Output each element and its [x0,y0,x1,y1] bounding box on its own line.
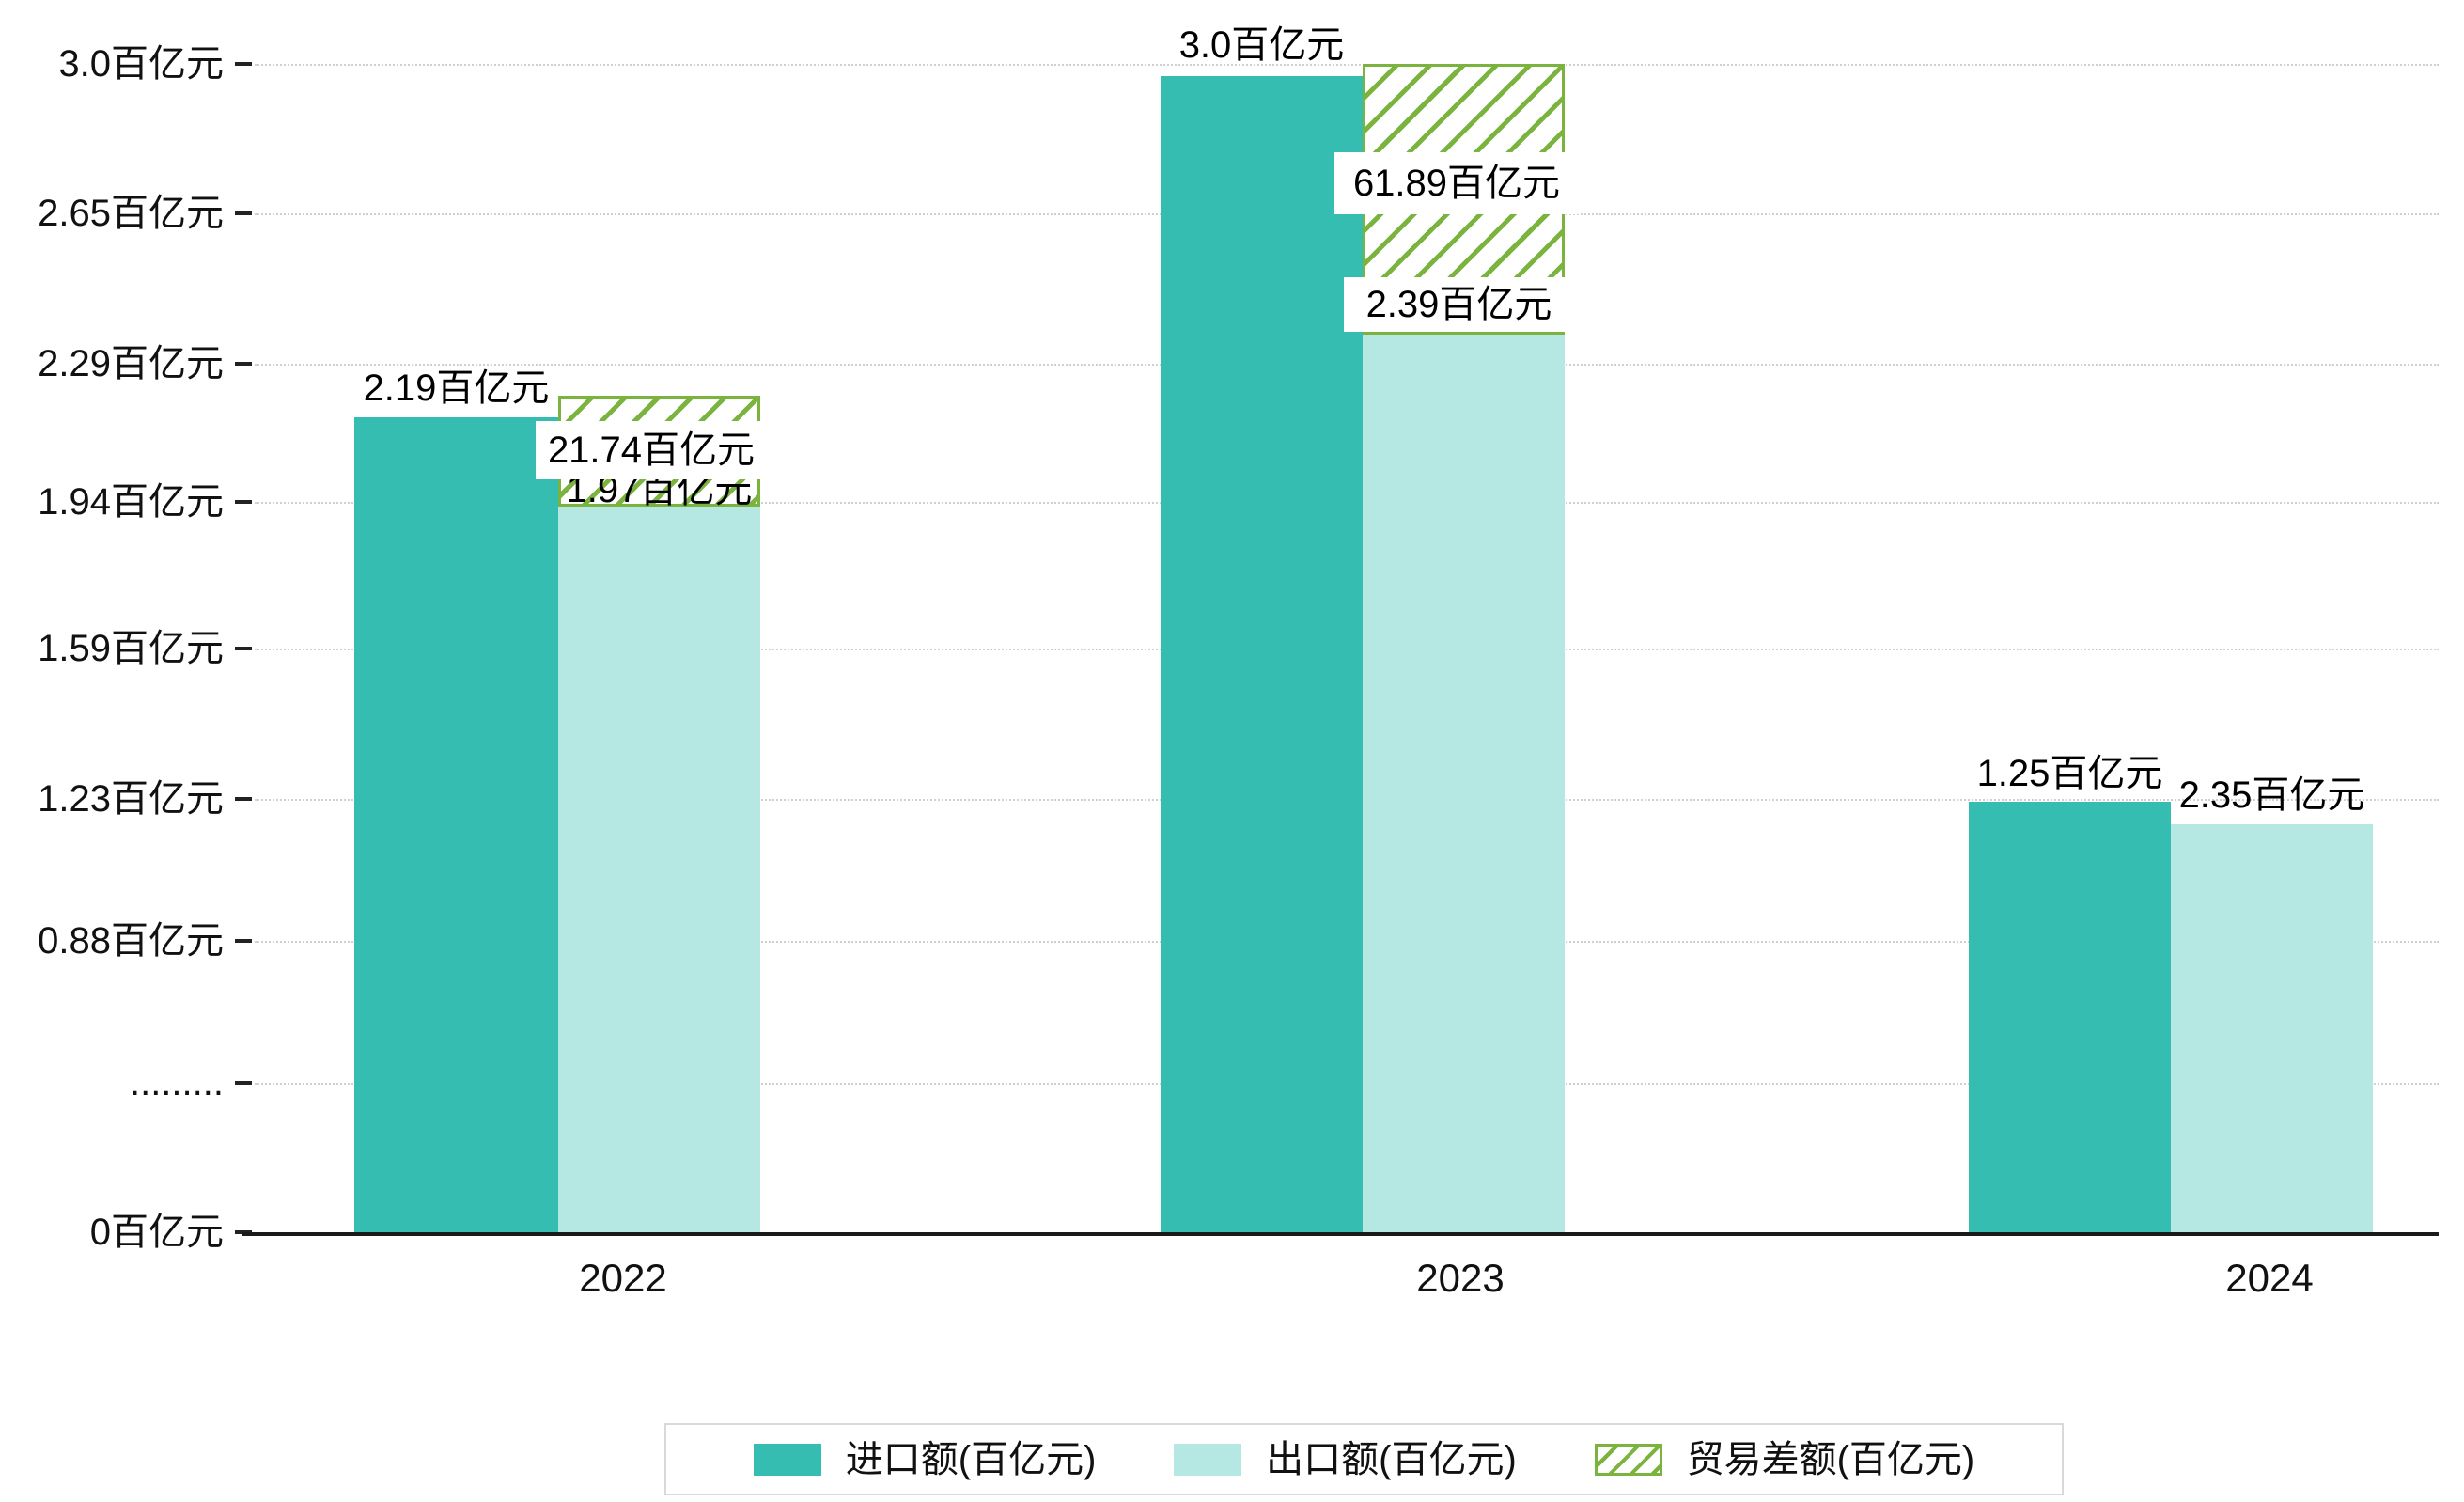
y-tick-label: 0.88百亿元 [38,920,224,962]
y-tick-label: ......... [129,1062,224,1103]
y-tick-mark [235,1081,252,1085]
legend-item-import: 进口额(百亿元) [753,1437,1097,1482]
y-tick-label: 1.59百亿元 [38,628,224,669]
x-tick-label-2024: 2024 [2225,1256,2314,1300]
y-tick-mark [235,62,252,66]
bar-import-2024 [1969,802,2171,1232]
y-tick-mark [235,647,252,650]
x-tick-label-2022: 2022 [579,1256,667,1300]
legend: 进口额(百亿元) 出口额(百亿元) 贸易差额(百亿元) [664,1423,2064,1495]
value-label-export-2023: 2.39百亿元 [1344,277,1574,332]
value-label-trade-diff-2023: 61.89百亿元 [1334,152,1579,214]
gridline [255,64,2439,66]
y-tick-label: 1.94百亿元 [38,481,224,523]
import-swatch-icon [753,1443,821,1476]
bar-export-2023 [1363,335,1565,1232]
x-axis-line [242,1232,2439,1236]
legend-item-export: 出口额(百亿元) [1174,1437,1517,1482]
legend-item-trade-diff: 贸易差额(百亿元) [1594,1437,1975,1482]
y-tick-mark [235,362,252,366]
y-tick-label: 1.23百亿元 [38,778,224,820]
y-tick-label: 2.29百亿元 [38,343,224,384]
value-label-import-2024: 1.25百亿元 [1976,753,2163,794]
bar-export-2022 [558,507,760,1232]
bar-import-2023 [1161,76,1363,1232]
value-label-import-2022: 2.19百亿元 [363,368,550,409]
y-tick-mark [235,939,252,943]
value-label-export-2024: 2.35百亿元 [2178,774,2365,816]
bar-import-2022 [354,417,558,1232]
legend-label-export: 出口额(百亿元) [1266,1438,1517,1480]
x-tick-label-2023: 2023 [1416,1256,1505,1300]
export-swatch-icon [1174,1443,1242,1476]
y-tick-mark [235,211,252,215]
y-tick-label: 3.0百亿元 [58,43,224,85]
y-tick-label: 0百亿元 [89,1212,224,1253]
y-tick-mark [235,500,252,504]
legend-label-import: 进口额(百亿元) [845,1438,1097,1480]
trade-diff-hatch-swatch-icon [1594,1443,1662,1476]
y-tick-mark [235,797,252,801]
bar-export-2024 [2171,824,2373,1232]
y-tick-label: 2.65百亿元 [38,193,224,234]
value-label-trade-diff-2022: 21.74百亿元 [536,421,767,479]
legend-label-trade-diff: 贸易差额(百亿元) [1686,1438,1975,1480]
value-label-import-2023: 3.0百亿元 [1178,24,1345,66]
